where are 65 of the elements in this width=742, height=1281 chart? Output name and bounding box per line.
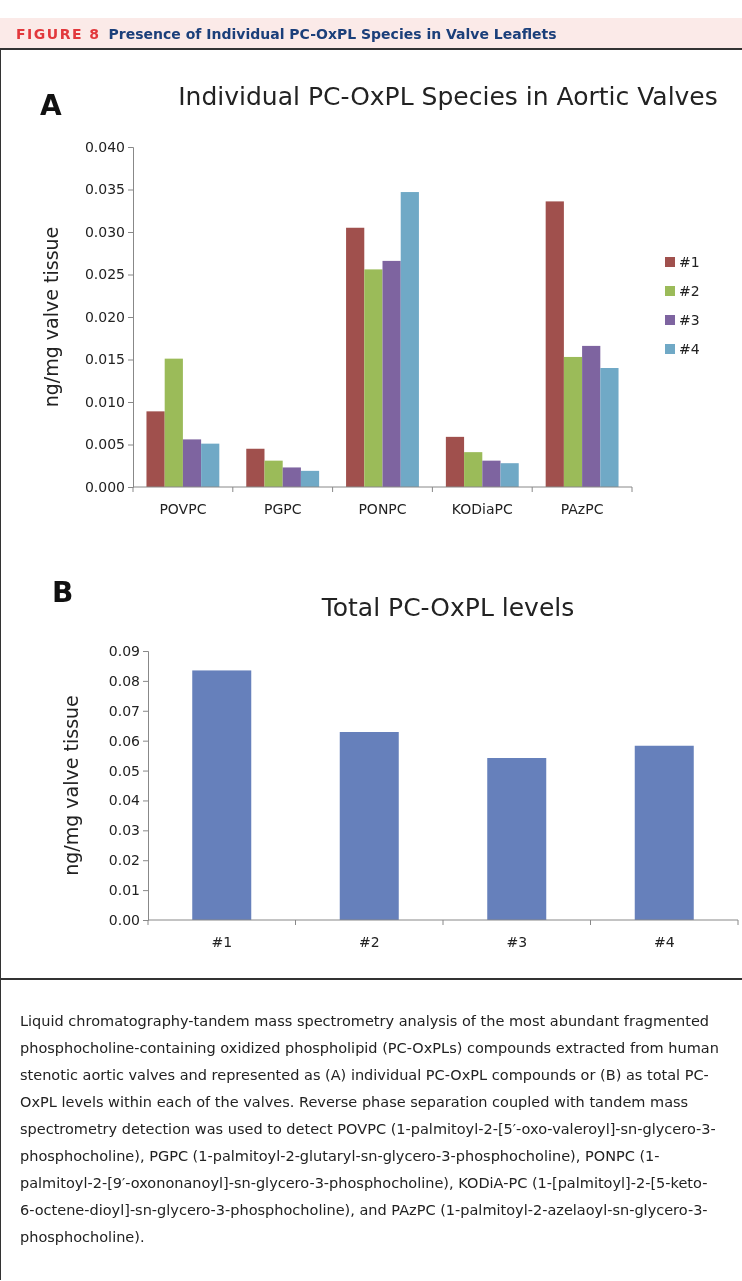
bar: [146, 411, 165, 487]
legend-label: #4: [679, 341, 700, 357]
text: Liquid chromatography-tandem mass spectrometry analysis of the most abundant fragmented phosphocholine-containing oxidized phospholipid (PC-OxPLs) compounds extracted from human stenotic aortic valves and represented as (A) individual PC-OxPL compounds or (B) as total PC-OxPL levels within each of the valves. Reverse phase separation coupled with tandem mass spectrometry detection was used to detect POVPC (1-palmitoyl-2-[5′-oxo-valeroyl]-sn-glycero-3-phosphocholine), PGPC (1-palmitoyl-2-glutaryl-sn-glycero-3-phosphocholine), PONPC (1-palmitoyl-2-[9′-oxononanoyl]-sn-glycero-3-phosphocholine), KODiA-PC (1-[palmitoyl]-2-[5-keto-6-octene-dioyl]-sn-glycero-3-phosphocholine), and PAzPC (1-palmitoyl-2-azelaoyl-sn-glycero-3-phosphocholine).: [20, 1013, 719, 1245]
y-tick-label: 0.03: [108, 822, 140, 839]
bar: [282, 467, 301, 487]
bar: [201, 443, 220, 487]
legend-label: #1: [679, 254, 700, 270]
bar: [246, 448, 265, 487]
bar: [600, 368, 619, 487]
x-tick-label: #4: [653, 934, 675, 950]
x-tick-label: PONPC: [358, 501, 407, 517]
x-tick-label: #3: [506, 934, 528, 950]
x-tick-label: PAzPC: [560, 501, 604, 517]
y-tick-label: 0.005: [84, 436, 125, 453]
y-tick-label: 0.015: [84, 351, 125, 368]
y-tick-label: 0.030: [84, 223, 125, 240]
bar: [634, 745, 694, 920]
y-tick-label: 0.07: [108, 702, 140, 719]
x-tick-label: KODiaPC: [451, 501, 513, 517]
bar: [545, 201, 564, 487]
bar: [400, 192, 419, 487]
y-tick-label: 0.01: [108, 882, 140, 899]
bar: [445, 436, 465, 487]
y-tick-label: 0.05: [108, 762, 140, 779]
text: B: [52, 576, 74, 609]
y-tick-label: 0.020: [84, 308, 125, 325]
y-tick-label: 0.09: [108, 642, 140, 659]
bar: [164, 358, 183, 487]
y-tick-label: 0.000: [84, 478, 125, 495]
y-axis-title: ng/mg valve tissue: [40, 226, 62, 408]
bar: [264, 460, 283, 487]
bar: [346, 227, 365, 487]
bar: [482, 460, 501, 487]
y-tick-label: 0.04: [108, 792, 141, 809]
text: Presence of Individual PC-OxPL Species in Valve Leaflets: [108, 26, 557, 42]
x-tick-label: PGPC: [263, 501, 302, 517]
y-tick-label: 0.010: [84, 393, 125, 410]
bar: [339, 732, 399, 920]
y-tick-label: 0.00: [108, 911, 140, 928]
y-tick-label: 0.035: [84, 181, 125, 198]
chart-title: Individual PC-OxPL Species in Aortic Valves: [178, 82, 718, 111]
bar: [300, 470, 320, 487]
y-tick-label: 0.08: [108, 672, 140, 689]
bar: [464, 452, 483, 487]
y-axis-title: ng/mg valve tissue: [60, 695, 82, 876]
y-tick-label: 0.040: [84, 138, 125, 155]
bar: [382, 260, 401, 487]
bar: [563, 356, 583, 487]
y-tick-label: 0.06: [108, 732, 141, 749]
bar: [500, 463, 519, 487]
chart-title: Total PC-OxPL levels: [320, 593, 575, 622]
y-tick-label: 0.025: [84, 266, 125, 283]
bar: [582, 345, 601, 487]
x-tick-label: #2: [358, 934, 380, 950]
bar: [364, 269, 383, 487]
x-tick-label: POVPC: [159, 501, 207, 517]
bar: [192, 670, 252, 920]
caption: FIGURE 8: [16, 26, 101, 42]
legend-label: #3: [679, 312, 700, 328]
text: A: [40, 89, 62, 122]
bar: [182, 439, 202, 487]
bar: [487, 758, 547, 920]
x-tick-label: #1: [211, 934, 233, 950]
y-tick-label: 0.02: [108, 852, 140, 869]
legend-label: #2: [679, 283, 700, 299]
